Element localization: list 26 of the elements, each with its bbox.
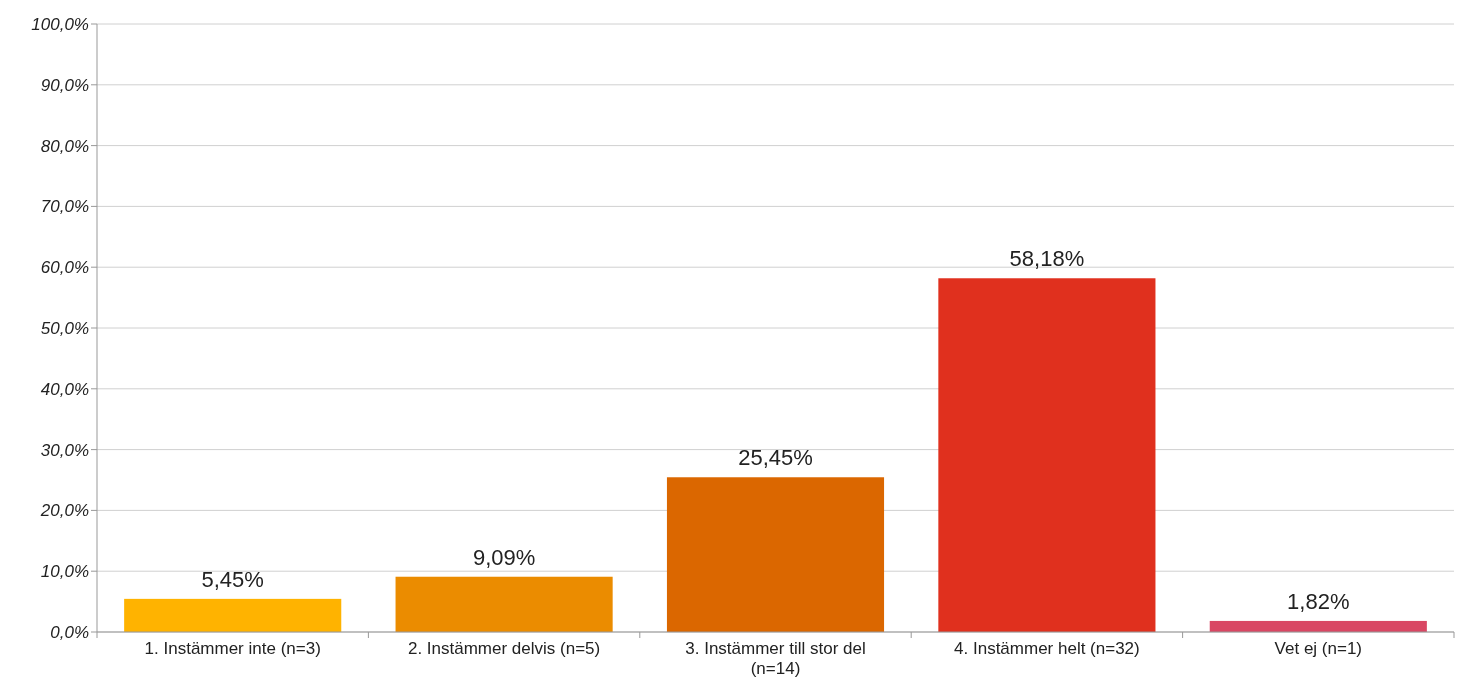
bar [395,576,613,632]
bar [938,278,1156,632]
y-tick-label: 80,0% [40,136,89,156]
y-tick-label: 70,0% [40,197,89,217]
y-tick-label: 40,0% [40,379,89,399]
y-tick-label: 10,0% [40,562,89,582]
y-tick-label: 90,0% [40,75,89,95]
y-tick-label: 20,0% [39,501,89,521]
x-tick-label: 3. Instämmer till stor del (n=14) [685,639,866,678]
x-tick-label: 1. Instämmer inte (n=3) [144,639,321,658]
y-tick-label: 60,0% [40,258,89,278]
y-tick-label: 0,0% [50,622,89,642]
data-label: 9,09% [472,544,536,570]
data-label: 5,45% [201,566,264,592]
data-label: 58,18% [1009,246,1085,272]
bar [124,598,342,632]
data-label: 1,82% [1287,588,1350,614]
y-tick-label: 100,0% [31,14,89,34]
x-tick-label: Vet ej (n=1) [1274,639,1363,658]
data-label: 25,45% [738,445,813,471]
y-tick-label: 30,0% [40,440,89,460]
y-tick-label: 50,0% [40,318,89,338]
x-tick-label: 4. Instämmer helt (n=32) [954,639,1140,658]
bar [666,477,885,632]
bar [1209,620,1427,632]
x-tick-label: 2. Instämmer delvis (n=5) [407,639,601,658]
